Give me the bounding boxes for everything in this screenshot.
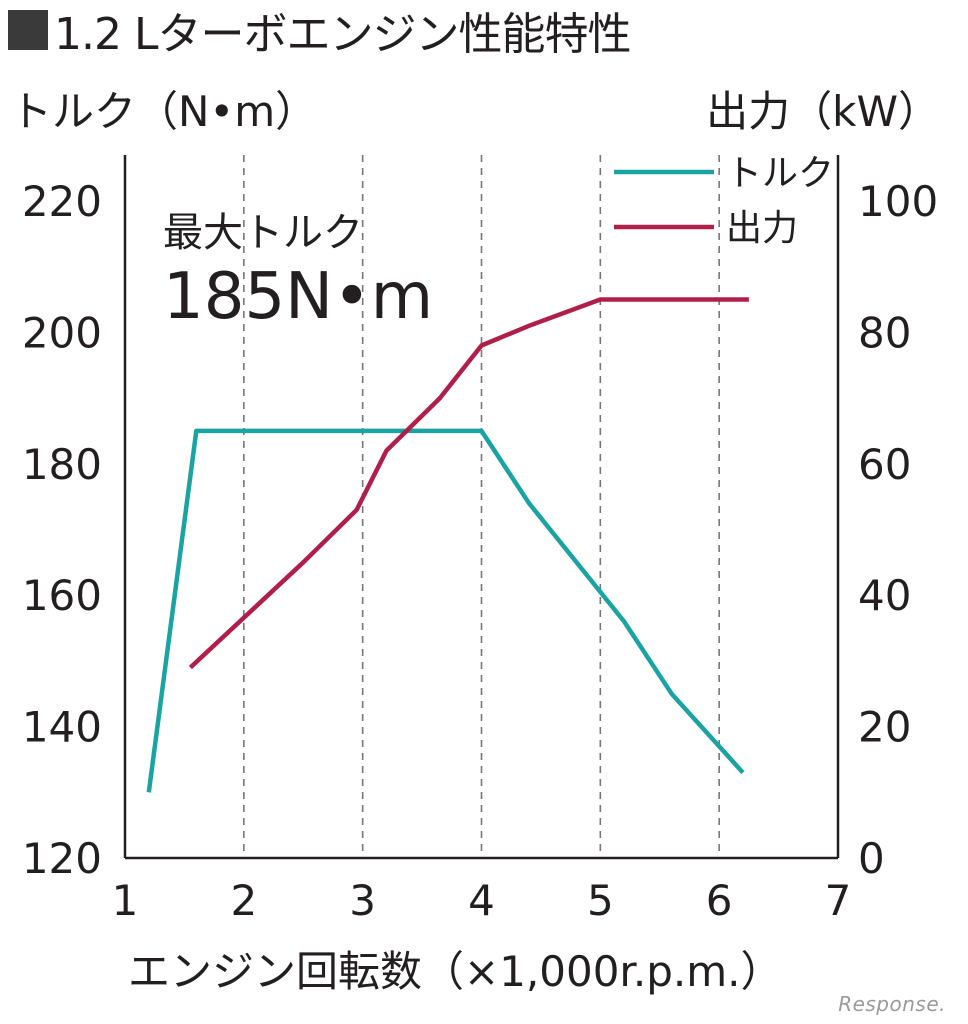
max-torque-value: 185N•m bbox=[163, 260, 434, 334]
torque-series-line bbox=[146, 428, 745, 793]
y-right-axis-label: 出力（kW） bbox=[706, 87, 940, 136]
power-series-line bbox=[188, 297, 749, 670]
x-tick-label: 2 bbox=[230, 876, 257, 925]
y-left-axis-label: トルク（N•m） bbox=[10, 87, 318, 136]
chart-title: 1.2 Lターボエンジン性能特性 bbox=[54, 9, 631, 60]
y-right-tick-label: 60 bbox=[858, 440, 911, 489]
y-left-tick-label: 160 bbox=[22, 571, 102, 620]
y-right-tick-label: 80 bbox=[858, 308, 911, 357]
y-right-tick-label: 0 bbox=[858, 834, 885, 883]
y-right-tick-label: 40 bbox=[858, 571, 911, 620]
legend-label: トルク bbox=[726, 153, 834, 194]
max-torque-label: 最大トルク bbox=[163, 210, 363, 256]
y-right-tick-label: 20 bbox=[858, 703, 911, 752]
watermark: Response. bbox=[838, 992, 946, 1016]
y-left-tick-label: 200 bbox=[22, 308, 102, 357]
y-left-tick-label: 120 bbox=[22, 834, 102, 883]
title-square-icon bbox=[8, 10, 48, 50]
legend-label: 出力 bbox=[726, 208, 798, 249]
x-tick-label: 1 bbox=[112, 876, 139, 925]
x-tick-label: 4 bbox=[468, 876, 495, 925]
y-left-tick-label: 220 bbox=[22, 177, 102, 226]
x-tick-label: 5 bbox=[587, 876, 614, 925]
x-tick-label: 7 bbox=[825, 876, 852, 925]
y-left-tick-label: 140 bbox=[22, 703, 102, 752]
y-left-tick-label: 180 bbox=[22, 440, 102, 489]
x-tick-label: 6 bbox=[706, 876, 733, 925]
x-tick-label: 3 bbox=[349, 876, 376, 925]
x-axis-label: エンジン回転数（×1,000r.p.m.） bbox=[128, 947, 783, 996]
y-right-tick-label: 100 bbox=[858, 177, 938, 226]
chart-title-row: 1.2 Lターボエンジン性能特性 bbox=[8, 2, 631, 60]
